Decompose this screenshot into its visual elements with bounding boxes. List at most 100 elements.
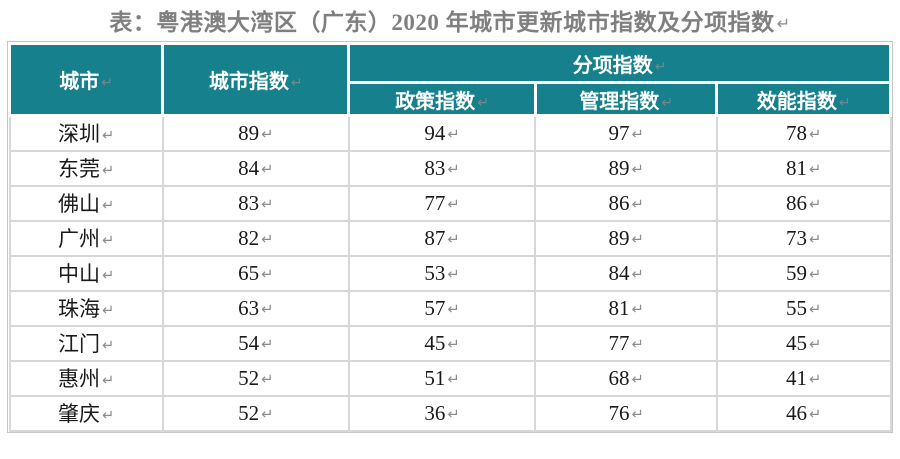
header-city-label: 城市 xyxy=(59,71,100,93)
table-row: 深圳 ↵ 89 ↵ 94 ↵ 97 ↵ 78 ↵ xyxy=(8,114,892,152)
header-policy-index-label: 政策指数 xyxy=(395,90,476,113)
return-mark-icon: ↵ xyxy=(261,230,274,248)
city-index-value: 89 xyxy=(238,120,260,145)
header-sub-index-group-label: 分项指数 xyxy=(572,54,653,77)
return-mark-icon: ↵ xyxy=(101,372,115,389)
efficiency-index-value: 86 xyxy=(786,190,808,215)
city-value: 佛山 xyxy=(57,192,100,216)
header-row-top: 城市 ↵ 城市指数 ↵ 分项指数 ↵ xyxy=(7,42,892,117)
efficiency-index-value: 81 xyxy=(786,155,808,180)
cell-city-index: 63 ↵ xyxy=(161,289,350,327)
return-mark-icon: ↵ xyxy=(101,337,115,354)
return-mark-icon: ↵ xyxy=(776,14,791,33)
table-row: 惠州 ↵ 52 ↵ 51 ↵ 68 ↵ 41 ↵ xyxy=(8,359,892,397)
cell-city-index: 52 ↵ xyxy=(161,359,350,397)
city-value: 广州 xyxy=(57,227,100,251)
cell-city: 广州 ↵ xyxy=(8,219,164,257)
city-value: 东莞 xyxy=(57,157,100,181)
return-mark-icon: ↵ xyxy=(101,232,115,249)
efficiency-index-value: 45 xyxy=(786,330,808,355)
cell-management-index: 77 ↵ xyxy=(534,324,718,362)
return-mark-icon: ↵ xyxy=(447,370,460,388)
cell-policy-index: 57 ↵ xyxy=(347,289,537,327)
return-mark-icon: ↵ xyxy=(261,125,274,143)
cell-efficiency-index: 59 ↵ xyxy=(715,254,892,292)
cell-management-index: 89 ↵ xyxy=(534,219,718,257)
return-mark-icon: ↵ xyxy=(447,265,460,283)
return-mark-icon: ↵ xyxy=(447,405,460,423)
cell-city-index: 52 ↵ xyxy=(161,394,350,432)
return-mark-icon: ↵ xyxy=(809,335,822,353)
return-mark-icon: ↵ xyxy=(101,162,115,179)
header-row-sub: 政策指数 ↵ 管理指数 ↵ 效能指数 ↵ xyxy=(10,81,892,117)
policy-index-value: 45 xyxy=(424,330,446,355)
return-mark-icon: ↵ xyxy=(809,300,822,318)
policy-index-value: 87 xyxy=(424,225,446,250)
return-mark-icon: ↵ xyxy=(101,267,115,284)
return-mark-icon: ↵ xyxy=(809,160,822,178)
table-row: 中山 ↵ 65 ↵ 53 ↵ 84 ↵ 59 ↵ xyxy=(8,254,892,292)
cell-efficiency-index: 46 ↵ xyxy=(715,394,892,432)
return-mark-icon: ↵ xyxy=(631,125,644,143)
cell-efficiency-index: 55 ↵ xyxy=(715,289,892,327)
cell-efficiency-index: 73 ↵ xyxy=(715,219,892,257)
city-index-value: 63 xyxy=(238,295,260,320)
table-title: 表：粤港澳大湾区（广东）2020 年城市更新城市指数及分项指数 ↵ xyxy=(0,0,900,41)
return-mark-icon: ↵ xyxy=(661,94,674,111)
city-index-value: 54 xyxy=(238,330,260,355)
return-mark-icon: ↵ xyxy=(101,407,115,424)
index-table-container: 城市 ↵ 城市指数 ↵ 分项指数 ↵ 政策指数 ↵ 管理指数 ↵ 效能指数 ↵ 深圳 ↵ 89… xyxy=(7,41,893,433)
city-index-value: 65 xyxy=(238,260,260,285)
return-mark-icon: ↵ xyxy=(261,300,274,318)
policy-index-value: 94 xyxy=(424,120,446,145)
cell-management-index: 86 ↵ xyxy=(534,184,718,222)
cell-city: 肇庆 ↵ xyxy=(8,394,164,432)
policy-index-value: 51 xyxy=(424,365,446,390)
return-mark-icon: ↵ xyxy=(631,300,644,318)
cell-efficiency-index: 41 ↵ xyxy=(715,359,892,397)
return-mark-icon: ↵ xyxy=(101,75,113,91)
return-mark-icon: ↵ xyxy=(809,125,822,143)
return-mark-icon: ↵ xyxy=(809,230,822,248)
efficiency-index-value: 41 xyxy=(786,365,808,390)
header-policy-index: 政策指数 ↵ xyxy=(347,81,537,117)
cell-efficiency-index: 78 ↵ xyxy=(715,114,892,152)
cell-city-index: 54 ↵ xyxy=(161,324,350,362)
city-value: 珠海 xyxy=(57,297,100,321)
cell-city: 佛山 ↵ xyxy=(8,184,164,222)
cell-management-index: 97 ↵ xyxy=(534,114,718,152)
return-mark-icon: ↵ xyxy=(631,160,644,178)
return-mark-icon: ↵ xyxy=(809,370,822,388)
return-mark-icon: ↵ xyxy=(838,94,851,111)
city-index-value: 83 xyxy=(238,190,260,215)
city-value: 中山 xyxy=(57,262,100,286)
efficiency-index-value: 78 xyxy=(786,120,808,145)
policy-index-value: 77 xyxy=(424,190,446,215)
cell-management-index: 68 ↵ xyxy=(534,359,718,397)
header-sub-index-group: 分项指数 ↵ xyxy=(347,42,892,84)
return-mark-icon: ↵ xyxy=(447,195,460,213)
city-value: 肇庆 xyxy=(57,402,100,426)
cell-policy-index: 36 ↵ xyxy=(347,394,537,432)
table-row: 珠海 ↵ 63 ↵ 57 ↵ 81 ↵ 55 ↵ xyxy=(8,289,892,327)
return-mark-icon: ↵ xyxy=(290,75,303,91)
cell-policy-index: 83 ↵ xyxy=(347,149,537,187)
management-index-value: 81 xyxy=(608,295,630,320)
header-city: 城市 ↵ xyxy=(7,42,165,117)
return-mark-icon: ↵ xyxy=(261,265,274,283)
header-management-index-label: 管理指数 xyxy=(579,90,660,113)
return-mark-icon: ↵ xyxy=(447,160,460,178)
index-table: 城市 ↵ 城市指数 ↵ 分项指数 ↵ 政策指数 ↵ 管理指数 ↵ 效能指数 ↵ 深圳 ↵ 89… xyxy=(7,42,892,432)
cell-policy-index: 53 ↵ xyxy=(347,254,537,292)
city-index-value: 84 xyxy=(238,155,260,180)
cell-management-index: 84 ↵ xyxy=(534,254,718,292)
return-mark-icon: ↵ xyxy=(631,405,644,423)
cell-city-index: 83 ↵ xyxy=(161,184,350,222)
return-mark-icon: ↵ xyxy=(631,335,644,353)
policy-index-value: 53 xyxy=(424,260,446,285)
return-mark-icon: ↵ xyxy=(261,195,274,213)
management-index-value: 77 xyxy=(608,330,630,355)
cell-city-index: 89 ↵ xyxy=(161,114,350,152)
cell-management-index: 81 ↵ xyxy=(534,289,718,327)
return-mark-icon: ↵ xyxy=(261,335,274,353)
